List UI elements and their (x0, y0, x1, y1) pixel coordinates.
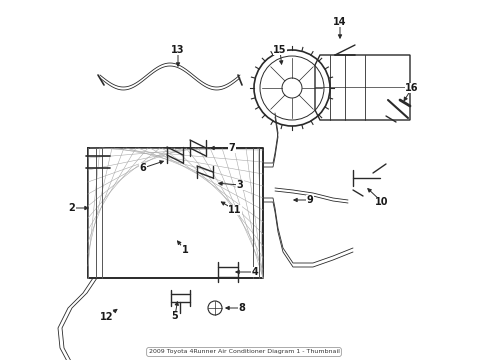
Text: 9: 9 (306, 195, 313, 205)
Text: 2: 2 (68, 203, 75, 213)
Text: 15: 15 (273, 45, 286, 55)
Text: 1: 1 (181, 245, 188, 255)
Text: 13: 13 (171, 45, 184, 55)
Text: 3: 3 (236, 180, 243, 190)
Text: 10: 10 (374, 197, 388, 207)
Text: 7: 7 (228, 143, 235, 153)
Text: 16: 16 (405, 83, 418, 93)
Text: 12: 12 (100, 312, 114, 322)
Text: 4: 4 (251, 267, 258, 277)
Text: 14: 14 (332, 17, 346, 27)
Text: 6: 6 (140, 163, 146, 173)
Text: 2009 Toyota 4Runner Air Conditioner Diagram 1 - Thumbnail: 2009 Toyota 4Runner Air Conditioner Diag… (148, 350, 339, 355)
Text: 11: 11 (228, 205, 241, 215)
Text: 5: 5 (171, 311, 178, 321)
Text: 8: 8 (238, 303, 245, 313)
